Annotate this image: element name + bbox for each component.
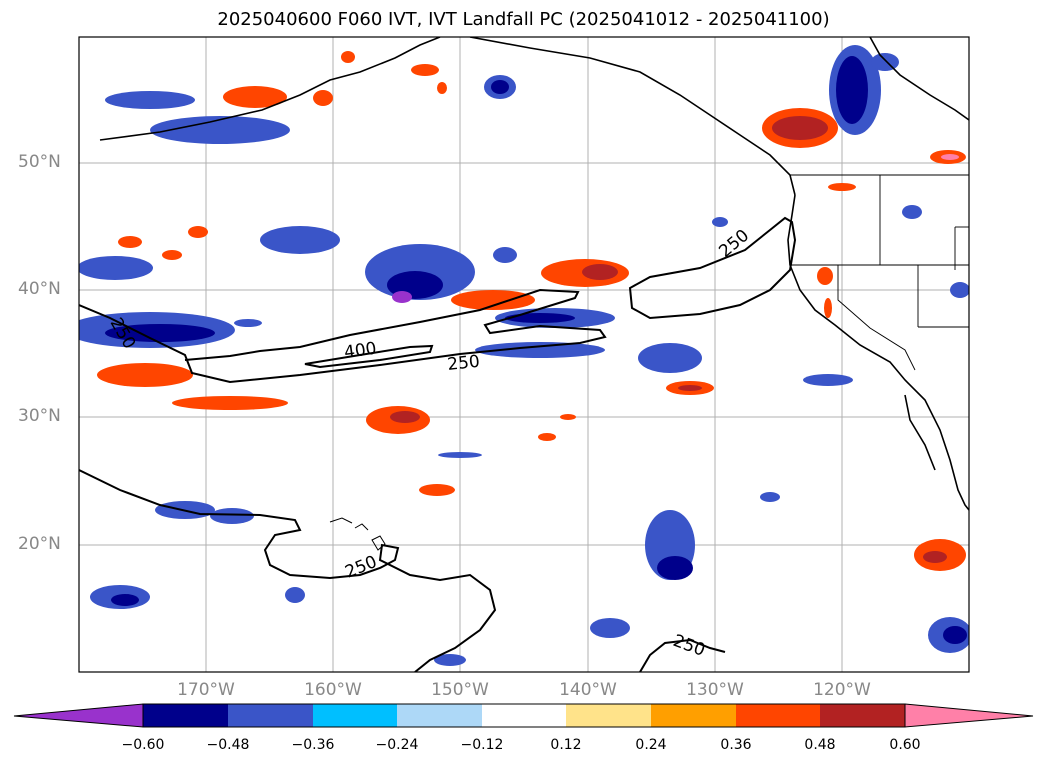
colorbar-tick: −0.24 xyxy=(375,737,419,753)
colorbar-tick: 0.36 xyxy=(720,737,752,753)
colorbar-tick: −0.12 xyxy=(460,737,504,753)
colorbar-tick: −0.36 xyxy=(291,737,335,753)
colorbar-swatch xyxy=(566,704,651,727)
colorbar-swatch xyxy=(651,704,736,727)
lon-label-140w: 140°W xyxy=(559,680,617,700)
lon-label-120w: 120°W xyxy=(813,680,871,700)
lat-label-20n: 20°N xyxy=(18,534,61,554)
colorbar-tick: 0.48 xyxy=(804,737,836,753)
positive-anomaly-shading xyxy=(97,51,966,571)
contour-label: 400 xyxy=(343,339,378,363)
lat-label-50n: 50°N xyxy=(18,152,61,172)
map-frame xyxy=(78,36,970,673)
gridlines xyxy=(79,37,969,672)
lon-label-160w: 160°W xyxy=(304,680,362,700)
colorbar-swatch xyxy=(143,704,228,727)
colorbar-tick: −0.60 xyxy=(121,737,165,753)
colorbar-tick: −0.48 xyxy=(206,737,250,753)
colorbar-swatch xyxy=(313,704,397,727)
colorbar-swatch xyxy=(904,703,1034,728)
colorbar xyxy=(13,703,1034,728)
lon-label-170w: 170°W xyxy=(177,680,235,700)
ivt-contours xyxy=(79,216,797,672)
political-borders xyxy=(790,174,969,371)
colorbar-tick: 0.24 xyxy=(635,737,667,753)
colorbar-swatch xyxy=(736,704,820,727)
colorbar-tick: 0.12 xyxy=(550,737,582,753)
lat-label-40n: 40°N xyxy=(18,279,61,299)
lon-label-150w: 150°W xyxy=(431,680,489,700)
colorbar-swatch xyxy=(482,704,566,727)
coastlines xyxy=(99,37,969,511)
colorbar-swatch xyxy=(820,704,905,727)
lat-label-30n: 30°N xyxy=(18,406,61,426)
map-title: 2025040600 F060 IVT, IVT Landfall PC (20… xyxy=(217,9,830,30)
colorbar-swatch xyxy=(397,704,482,727)
lon-label-130w: 130°W xyxy=(686,680,744,700)
colorbar-swatch xyxy=(13,703,144,728)
colorbar-tick: 0.60 xyxy=(889,737,921,753)
contour-label: 250 xyxy=(446,352,480,375)
hawaii-islands xyxy=(329,517,386,551)
colorbar-swatch xyxy=(228,704,313,727)
